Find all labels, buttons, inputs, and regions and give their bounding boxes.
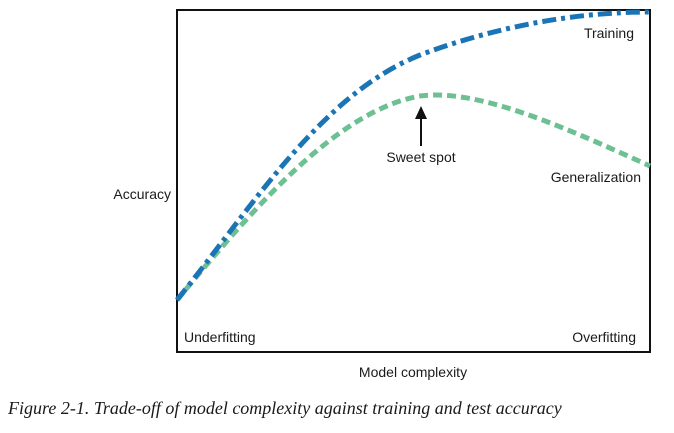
generalization-curve (175, 92, 652, 302)
plot-frame (176, 9, 651, 353)
x-axis-label: Model complexity (359, 364, 467, 380)
training-series-label: Training (584, 25, 634, 41)
overfitting-label: Overfitting (572, 329, 636, 345)
underfitting-label: Underfitting (184, 329, 256, 345)
sweet-spot-arrowhead (415, 106, 427, 119)
figure-caption: Figure 2-1. Trade-off of model complexit… (8, 398, 562, 418)
training-curve (175, 9, 651, 302)
y-axis-label: Accuracy (113, 186, 171, 202)
generalization-series-label: Generalization (551, 169, 641, 185)
sweet-spot-label: Sweet spot (386, 149, 455, 165)
